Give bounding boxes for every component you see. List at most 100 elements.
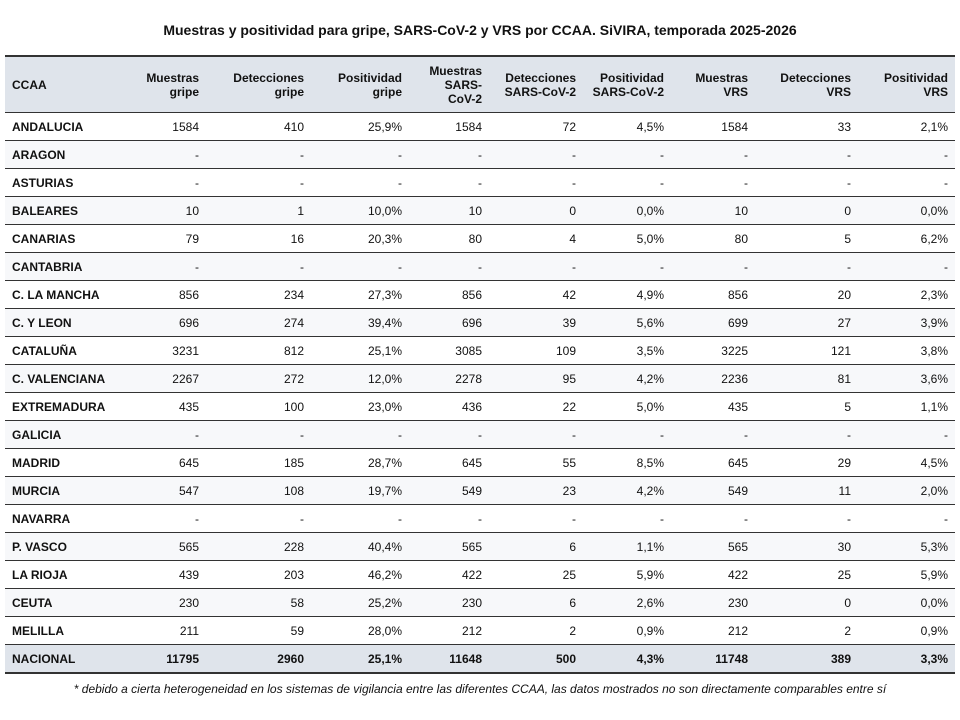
value-cell: 19,7%: [311, 476, 409, 505]
value-cell: 4,5%: [583, 112, 671, 141]
value-cell: 5: [755, 392, 858, 421]
value-cell: 436: [409, 392, 489, 421]
value-cell: 55: [489, 448, 583, 477]
value-cell: 5,6%: [583, 308, 671, 337]
value-cell: -: [311, 504, 409, 533]
value-cell: 25,9%: [311, 112, 409, 141]
value-cell: 11648: [409, 644, 489, 674]
value-cell: 856: [125, 280, 206, 309]
region-cell: CEUTA: [5, 588, 125, 617]
value-cell: 410: [206, 112, 311, 141]
value-cell: 58: [206, 588, 311, 617]
value-cell: 2: [755, 616, 858, 645]
value-cell: 435: [125, 392, 206, 421]
value-cell: 29: [755, 448, 858, 477]
region-cell: ASTURIAS: [5, 168, 125, 197]
value-cell: 856: [409, 280, 489, 309]
value-cell: 4: [489, 224, 583, 253]
value-cell: 20,3%: [311, 224, 409, 253]
value-cell: 0: [755, 196, 858, 225]
region-cell: GALICIA: [5, 420, 125, 449]
value-cell: 20: [755, 280, 858, 309]
table-row: NAVARRA - - - - - - - - -: [5, 504, 955, 533]
value-cell: 1,1%: [858, 392, 955, 421]
value-cell: -: [583, 140, 671, 169]
value-cell: 2278: [409, 364, 489, 393]
value-cell: 25: [755, 560, 858, 589]
value-cell: 2,3%: [858, 280, 955, 309]
value-cell: -: [311, 168, 409, 197]
value-cell: 185: [206, 448, 311, 477]
table-row: CATALUÑA 3231 812 25,1% 3085 109 3,5% 3225 121 3,…: [5, 336, 955, 365]
value-cell: 10: [409, 196, 489, 225]
value-cell: 2,1%: [858, 112, 955, 141]
value-cell: 0,0%: [583, 196, 671, 225]
value-cell: 121: [755, 336, 858, 365]
value-cell: 25,1%: [311, 644, 409, 674]
value-cell: -: [206, 140, 311, 169]
value-cell: 33: [755, 112, 858, 141]
value-cell: 5,3%: [858, 532, 955, 561]
value-cell: 228: [206, 532, 311, 561]
region-cell: C. VALENCIANA: [5, 364, 125, 393]
value-cell: 1,1%: [583, 532, 671, 561]
value-cell: 439: [125, 560, 206, 589]
value-cell: 40,4%: [311, 532, 409, 561]
region-cell: MELILLA: [5, 616, 125, 645]
value-cell: -: [755, 504, 858, 533]
value-cell: -: [755, 420, 858, 449]
value-cell: 3,5%: [583, 336, 671, 365]
value-cell: 10: [125, 196, 206, 225]
region-cell: NACIONAL: [5, 644, 125, 674]
region-cell: P. VASCO: [5, 532, 125, 561]
value-cell: 435: [671, 392, 755, 421]
table-row: C. VALENCIANA 2267 272 12,0% 2278 95 4,2% 2236 8…: [5, 364, 955, 393]
value-cell: -: [489, 252, 583, 281]
table-row: C. LA MANCHA 856 234 27,3% 856 42 4,9% 856 20 2,3…: [5, 280, 955, 309]
value-cell: 25,1%: [311, 336, 409, 365]
value-cell: 30: [755, 532, 858, 561]
value-cell: -: [671, 140, 755, 169]
value-cell: 95: [489, 364, 583, 393]
table-row: NACIONAL 11795 2960 25,1% 11648 500 4,3% 11748 3…: [5, 644, 955, 674]
value-cell: 39,4%: [311, 308, 409, 337]
value-cell: 100: [206, 392, 311, 421]
value-cell: 2,0%: [858, 476, 955, 505]
value-cell: -: [409, 252, 489, 281]
value-cell: 274: [206, 308, 311, 337]
column-header: Positividad SARS-CoV-2: [583, 55, 671, 113]
value-cell: -: [858, 420, 955, 449]
value-cell: 272: [206, 364, 311, 393]
table-row: CANARIAS 79 16 20,3% 80 4 5,0% 80 5 6,2%: [5, 224, 955, 253]
value-cell: 212: [671, 616, 755, 645]
value-cell: -: [671, 420, 755, 449]
value-cell: 81: [755, 364, 858, 393]
table-row: MURCIA 547 108 19,7% 549 23 4,2% 549 11 2,0%: [5, 476, 955, 505]
column-header: Positividad VRS: [858, 55, 955, 113]
region-cell: EXTREMADURA: [5, 392, 125, 421]
value-cell: 6: [489, 588, 583, 617]
value-cell: -: [858, 168, 955, 197]
region-cell: CANARIAS: [5, 224, 125, 253]
value-cell: 5,0%: [583, 392, 671, 421]
footnote: * debido a cierta heterogeneidad en los …: [73, 682, 887, 696]
value-cell: -: [858, 504, 955, 533]
value-cell: 25: [489, 560, 583, 589]
value-cell: -: [858, 140, 955, 169]
value-cell: 565: [671, 532, 755, 561]
value-cell: 0,9%: [858, 616, 955, 645]
value-cell: 5: [755, 224, 858, 253]
column-header: Muestras SARS- CoV-2: [409, 55, 489, 113]
value-cell: 696: [125, 308, 206, 337]
value-cell: 2267: [125, 364, 206, 393]
value-cell: 108: [206, 476, 311, 505]
value-cell: 12,0%: [311, 364, 409, 393]
value-cell: 699: [671, 308, 755, 337]
value-cell: 28,7%: [311, 448, 409, 477]
value-cell: 696: [409, 308, 489, 337]
value-cell: -: [755, 140, 858, 169]
table-row: GALICIA - - - - - - - - -: [5, 420, 955, 449]
value-cell: -: [755, 252, 858, 281]
table-row: MELILLA 211 59 28,0% 212 2 0,9% 212 2 0,9%: [5, 616, 955, 645]
